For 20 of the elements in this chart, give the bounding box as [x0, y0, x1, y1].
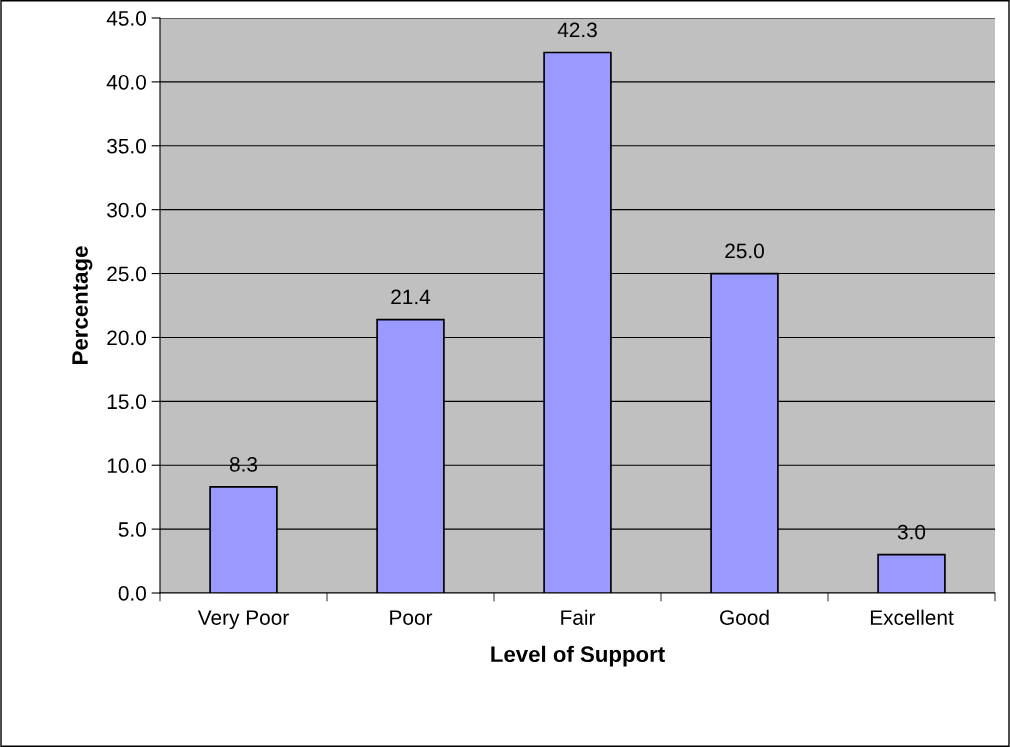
x-tick-label: Very Poor — [197, 610, 289, 630]
y-tick-label: 20.0 — [107, 330, 146, 346]
y-tick-label: 40.0 — [106, 74, 146, 90]
data-label: 25.0 — [725, 243, 764, 259]
y-tick-label: 45.0 — [106, 11, 146, 26]
y-tick-label: 10.0 — [107, 458, 146, 473]
x-tick-label: Poor — [390, 610, 433, 625]
y-tick-label: 5.0 — [118, 522, 146, 537]
y-axis-title: Percentage — [72, 246, 93, 364]
x-tick-label: Good — [720, 609, 769, 625]
y-tick-label: 15.0 — [107, 394, 146, 410]
x-tick-label: Fair — [561, 609, 596, 625]
y-tick-label: 0.0 — [118, 586, 146, 601]
y-tick-label: 35.0 — [107, 138, 146, 154]
y-tick-label: 25.0 — [107, 266, 146, 282]
x-axis-title: Level of Support — [491, 645, 665, 667]
y-tick-label: 30.0 — [107, 202, 146, 218]
x-tick-label: Excellent — [870, 609, 954, 625]
data-label: 21.4 — [391, 289, 431, 305]
data-label: 42.3 — [557, 22, 597, 38]
